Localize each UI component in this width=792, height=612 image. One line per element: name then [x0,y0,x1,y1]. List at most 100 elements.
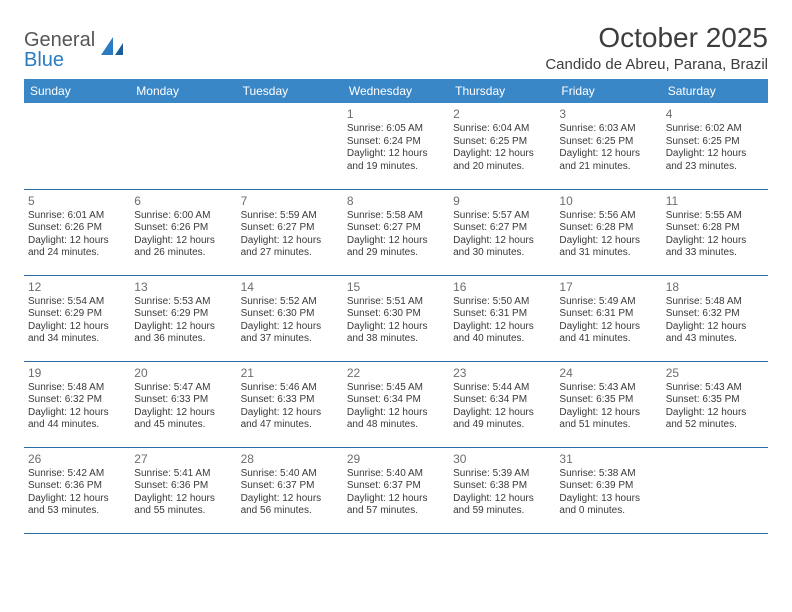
day-number: 26 [28,452,126,466]
weekday-header: Sunday [24,79,130,103]
sunset-line: Sunset: 6:29 PM [134,308,232,321]
sunrise-line: Sunrise: 5:58 AM [347,210,445,223]
day-details: Sunrise: 5:55 AMSunset: 6:28 PMDaylight:… [666,210,764,260]
sunset-line: Sunset: 6:27 PM [453,222,551,235]
day-number: 11 [666,194,764,208]
daylight-line-1: Daylight: 12 hours [134,235,232,248]
daylight-line-2: and 36 minutes. [134,333,232,346]
calendar-day-cell: 8Sunrise: 5:58 AMSunset: 6:27 PMDaylight… [343,189,449,275]
sunrise-line: Sunrise: 5:53 AM [134,296,232,309]
day-number: 24 [559,366,657,380]
sunrise-line: Sunrise: 5:40 AM [347,468,445,481]
day-details: Sunrise: 5:39 AMSunset: 6:38 PMDaylight:… [453,468,551,518]
sunset-line: Sunset: 6:37 PM [347,480,445,493]
day-number: 3 [559,107,657,121]
day-number: 13 [134,280,232,294]
calendar-header-row: SundayMondayTuesdayWednesdayThursdayFrid… [24,79,768,103]
daylight-line-2: and 31 minutes. [559,247,657,260]
sunset-line: Sunset: 6:29 PM [28,308,126,321]
daylight-line-1: Daylight: 12 hours [28,407,126,420]
sunset-line: Sunset: 6:33 PM [241,394,339,407]
calendar-day-cell: 16Sunrise: 5:50 AMSunset: 6:31 PMDayligh… [449,275,555,361]
sunset-line: Sunset: 6:33 PM [134,394,232,407]
day-number: 1 [347,107,445,121]
day-number: 6 [134,194,232,208]
day-details: Sunrise: 5:41 AMSunset: 6:36 PMDaylight:… [134,468,232,518]
day-details: Sunrise: 6:00 AMSunset: 6:26 PMDaylight:… [134,210,232,260]
sunrise-line: Sunrise: 6:05 AM [347,123,445,136]
daylight-line-2: and 38 minutes. [347,333,445,346]
day-number: 25 [666,366,764,380]
daylight-line-1: Daylight: 12 hours [241,235,339,248]
calendar-day-cell: 25 Sunrise: 5:43 AMSunset: 6:35 PMDayligh… [662,361,768,447]
calendar-day-cell: 15Sunrise: 5:51 AMSunset: 6:30 PMDayligh… [343,275,449,361]
daylight-line-1: Daylight: 12 hours [347,148,445,161]
sunrise-line: Sunrise: 5:56 AM [559,210,657,223]
daylight-line-2: and 52 minutes. [666,419,764,432]
day-number: 30 [453,452,551,466]
weekday-header: Friday [555,79,661,103]
day-number: 22 [347,366,445,380]
daylight-line-1: Daylight: 12 hours [453,148,551,161]
day-number: 27 [134,452,232,466]
day-details: Sunrise: 5:50 AMSunset: 6:31 PMDaylight:… [453,296,551,346]
sunrise-line: Sunrise: 5:39 AM [453,468,551,481]
sunset-line: Sunset: 6:36 PM [134,480,232,493]
calendar-week-row: 1Sunrise: 6:05 AMSunset: 6:24 PMDaylight… [24,103,768,189]
day-details: Sunrise: 5:47 AMSunset: 6:33 PMDaylight:… [134,382,232,432]
daylight-line-2: and 48 minutes. [347,419,445,432]
day-number: 8 [347,194,445,208]
calendar-day-cell: 18Sunrise: 5:48 AMSunset: 6:32 PMDayligh… [662,275,768,361]
daylight-line-2: and 37 minutes. [241,333,339,346]
calendar-day-cell: 28Sunrise: 5:40 AMSunset: 6:37 PMDayligh… [237,447,343,533]
calendar-day-cell: 6 Sunrise: 6:00 AMSunset: 6:26 PMDaylight… [130,189,236,275]
calendar-day-cell: 14Sunrise: 5:52 AMSunset: 6:30 PMDayligh… [237,275,343,361]
day-details: Sunrise: 5:40 AMSunset: 6:37 PMDaylight:… [347,468,445,518]
day-number: 4 [666,107,764,121]
calendar-week-row: 12Sunrise: 5:54 AMSunset: 6:29 PMDayligh… [24,275,768,361]
daylight-line-2: and 41 minutes. [559,333,657,346]
page-header: General Blue October 2025 Candido de Abr… [24,22,768,73]
sunset-line: Sunset: 6:37 PM [241,480,339,493]
calendar-day-cell: 19Sunrise: 5:48 AMSunset: 6:32 PMDayligh… [24,361,130,447]
day-details: Sunrise: 5:38 AMSunset: 6:39 PMDaylight:… [559,468,657,518]
day-details: Sunrise: 5:43 AMSunset: 6:35 PMDaylight:… [666,382,764,432]
day-number: 21 [241,366,339,380]
daylight-line-1: Daylight: 12 hours [241,407,339,420]
calendar-day-cell: 31Sunrise: 5:38 AMSunset: 6:39 PMDayligh… [555,447,661,533]
calendar-page: General Blue October 2025 Candido de Abr… [0,0,792,554]
day-details: Sunrise: 6:02 AMSunset: 6:25 PMDaylight:… [666,123,764,173]
daylight-line-2: and 45 minutes. [134,419,232,432]
daylight-line-1: Daylight: 12 hours [347,407,445,420]
calendar-day-cell: 10Sunrise: 5:56 AMSunset: 6:28 PMDayligh… [555,189,661,275]
calendar-day-cell: 11 Sunrise: 5:55 AMSunset: 6:28 PMDayligh… [662,189,768,275]
sunset-line: Sunset: 6:34 PM [453,394,551,407]
sunset-line: Sunset: 6:27 PM [347,222,445,235]
sunset-line: Sunset: 6:27 PM [241,222,339,235]
day-details: Sunrise: 5:49 AMSunset: 6:31 PMDaylight:… [559,296,657,346]
sunset-line: Sunset: 6:25 PM [559,136,657,149]
day-details: Sunrise: 5:59 AMSunset: 6:27 PMDaylight:… [241,210,339,260]
weekday-header: Monday [130,79,236,103]
sunrise-line: Sunrise: 6:04 AM [453,123,551,136]
sunrise-line: Sunrise: 6:03 AM [559,123,657,136]
calendar-empty-cell [24,103,130,189]
daylight-line-2: and 24 minutes. [28,247,126,260]
calendar-empty-cell [237,103,343,189]
weekday-header: Tuesday [237,79,343,103]
calendar-empty-cell [130,103,236,189]
day-details: Sunrise: 5:40 AMSunset: 6:37 PMDaylight:… [241,468,339,518]
calendar-day-cell: 30 Sunrise: 5:39 AMSunset: 6:38 PMDayligh… [449,447,555,533]
daylight-line-1: Daylight: 12 hours [453,321,551,334]
day-number: 2 [453,107,551,121]
calendar-empty-cell [662,447,768,533]
sunset-line: Sunset: 6:25 PM [666,136,764,149]
day-number: 18 [666,280,764,294]
daylight-line-1: Daylight: 12 hours [347,493,445,506]
sunrise-line: Sunrise: 5:59 AM [241,210,339,223]
daylight-line-2: and 33 minutes. [666,247,764,260]
calendar-body: 1Sunrise: 6:05 AMSunset: 6:24 PMDaylight… [24,103,768,533]
daylight-line-1: Daylight: 12 hours [453,407,551,420]
brand-text: General Blue [24,30,95,70]
daylight-line-2: and 57 minutes. [347,505,445,518]
